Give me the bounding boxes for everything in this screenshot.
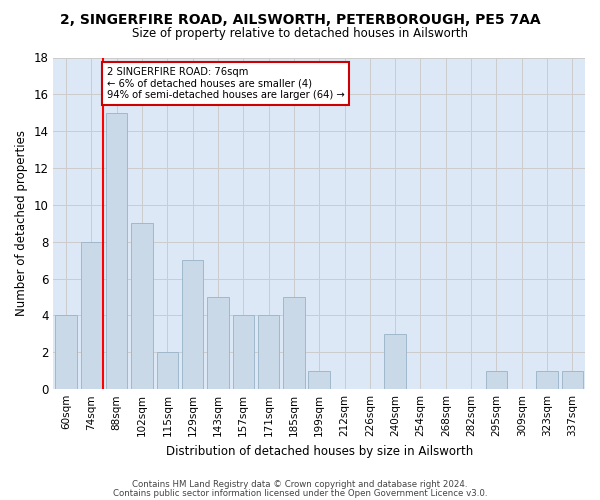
Bar <box>182 260 203 389</box>
Bar <box>536 371 558 389</box>
Bar <box>131 224 153 389</box>
Text: 2, SINGERFIRE ROAD, AILSWORTH, PETERBOROUGH, PE5 7AA: 2, SINGERFIRE ROAD, AILSWORTH, PETERBORO… <box>59 12 541 26</box>
X-axis label: Distribution of detached houses by size in Ailsworth: Distribution of detached houses by size … <box>166 444 473 458</box>
Bar <box>258 316 280 389</box>
Text: Contains HM Land Registry data © Crown copyright and database right 2024.: Contains HM Land Registry data © Crown c… <box>132 480 468 489</box>
Bar <box>385 334 406 389</box>
Bar <box>485 371 507 389</box>
Bar <box>157 352 178 389</box>
Y-axis label: Number of detached properties: Number of detached properties <box>15 130 28 316</box>
Text: Size of property relative to detached houses in Ailsworth: Size of property relative to detached ho… <box>132 28 468 40</box>
Bar <box>207 297 229 389</box>
Bar <box>106 113 127 389</box>
Text: 2 SINGERFIRE ROAD: 76sqm
← 6% of detached houses are smaller (4)
94% of semi-det: 2 SINGERFIRE ROAD: 76sqm ← 6% of detache… <box>107 66 344 100</box>
Bar <box>233 316 254 389</box>
Bar <box>283 297 305 389</box>
Bar <box>308 371 330 389</box>
Bar <box>55 316 77 389</box>
Bar <box>562 371 583 389</box>
Text: Contains public sector information licensed under the Open Government Licence v3: Contains public sector information licen… <box>113 489 487 498</box>
Bar <box>80 242 102 389</box>
